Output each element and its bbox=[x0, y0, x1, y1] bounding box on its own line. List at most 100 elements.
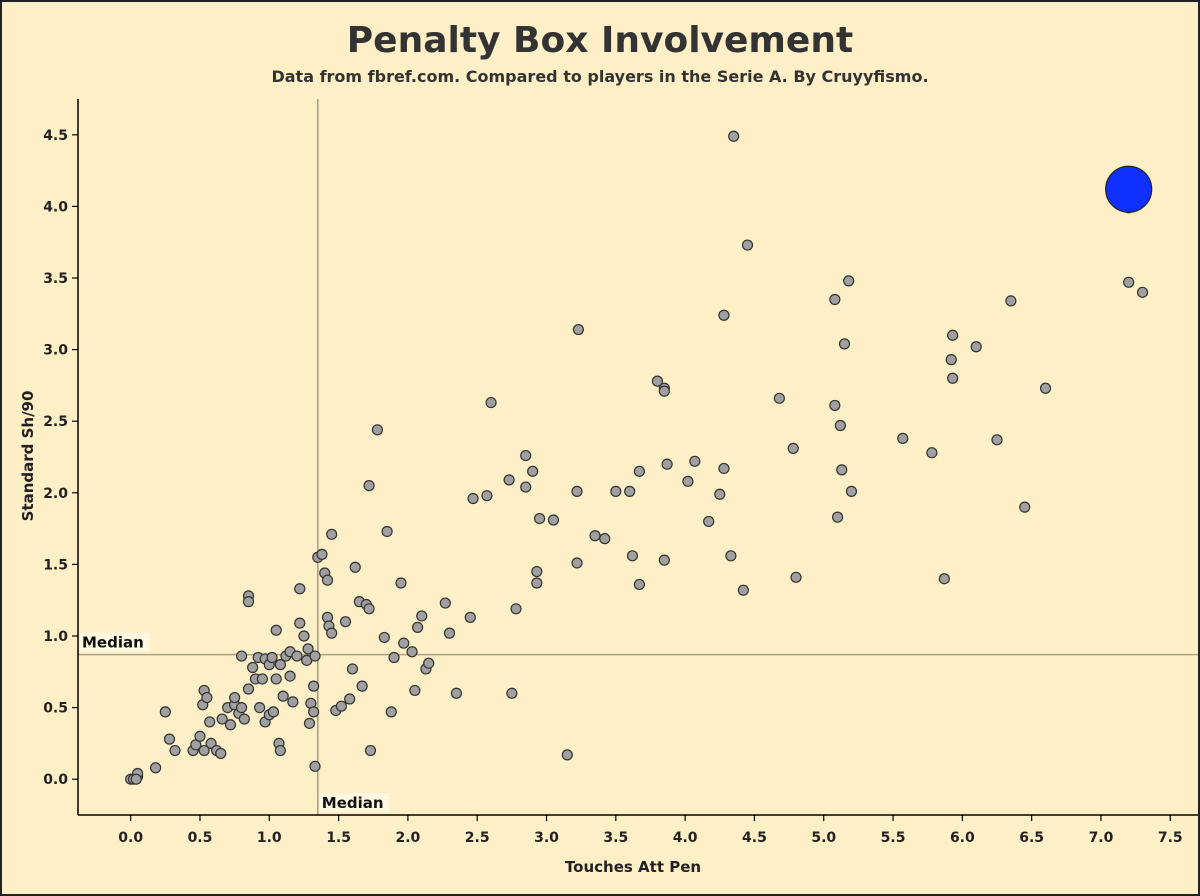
data-point bbox=[834, 419, 846, 432]
data-point bbox=[741, 239, 754, 251]
chart-title: Penalty Box Involvement bbox=[347, 20, 853, 61]
data-point bbox=[464, 611, 476, 623]
data-point bbox=[298, 630, 310, 642]
data-point bbox=[198, 744, 210, 757]
median-y-label-bg bbox=[80, 632, 150, 652]
data-point bbox=[897, 432, 909, 444]
x-tick-label: 0.0 bbox=[118, 830, 143, 846]
data-point bbox=[235, 650, 248, 662]
x-tick-label: 1.5 bbox=[326, 830, 351, 846]
data-point bbox=[790, 571, 802, 583]
y-axis-label: Standard Sh/90 bbox=[19, 391, 37, 522]
median-x-label: Median bbox=[322, 794, 384, 812]
x-tick-label: 2.5 bbox=[465, 830, 490, 846]
data-point bbox=[531, 577, 543, 589]
data-point bbox=[284, 670, 296, 682]
data-point bbox=[385, 706, 397, 718]
data-point bbox=[409, 684, 421, 697]
data-point bbox=[531, 565, 543, 578]
data-point bbox=[395, 577, 407, 589]
data-point bbox=[266, 651, 278, 664]
data-point bbox=[845, 485, 858, 497]
data-point bbox=[326, 528, 338, 540]
data-point bbox=[215, 747, 227, 760]
data-point bbox=[658, 385, 670, 397]
data-point bbox=[485, 396, 497, 409]
data-point bbox=[321, 574, 334, 586]
data-point bbox=[843, 275, 855, 287]
data-point bbox=[277, 690, 289, 702]
data-point bbox=[520, 481, 532, 493]
data-point bbox=[718, 462, 730, 475]
x-tick-label: 6.0 bbox=[950, 830, 975, 846]
data-point bbox=[201, 691, 213, 704]
data-point bbox=[412, 621, 424, 634]
data-point bbox=[443, 627, 456, 639]
data-point bbox=[467, 492, 479, 505]
data-point bbox=[589, 530, 601, 542]
data-point bbox=[945, 354, 957, 366]
data-point bbox=[308, 706, 320, 718]
data-point bbox=[599, 533, 611, 545]
data-point bbox=[363, 480, 375, 492]
data-point bbox=[346, 663, 359, 675]
data-point bbox=[256, 673, 268, 685]
x-tick-label: 1.0 bbox=[257, 830, 282, 846]
data-point bbox=[610, 485, 622, 497]
data-point bbox=[364, 744, 377, 757]
data-point bbox=[633, 465, 645, 477]
data-point bbox=[169, 744, 181, 757]
data-point bbox=[159, 706, 171, 718]
data-point bbox=[398, 637, 410, 649]
data-point bbox=[1019, 501, 1031, 513]
data-point bbox=[291, 650, 303, 662]
data-point bbox=[267, 706, 280, 718]
data-point bbox=[787, 442, 799, 455]
x-tick-label: 5.5 bbox=[881, 830, 906, 846]
data-point bbox=[344, 693, 356, 705]
data-point bbox=[339, 616, 352, 628]
data-point bbox=[510, 603, 522, 615]
data-point bbox=[527, 465, 539, 477]
x-tick-label: 2.0 bbox=[395, 830, 420, 846]
data-point bbox=[235, 701, 248, 714]
data-point bbox=[242, 683, 255, 695]
data-point bbox=[294, 583, 306, 595]
data-point bbox=[378, 631, 390, 644]
data-point bbox=[624, 485, 636, 497]
data-point bbox=[349, 561, 361, 573]
data-point bbox=[1123, 276, 1135, 288]
data-point bbox=[661, 458, 673, 470]
y-tick-label: 4.0 bbox=[43, 199, 68, 215]
x-tick-label: 4.5 bbox=[742, 830, 767, 846]
data-point bbox=[450, 687, 463, 699]
data-point bbox=[309, 760, 321, 772]
data-point bbox=[547, 514, 560, 526]
data-point bbox=[571, 485, 583, 497]
data-point bbox=[533, 512, 546, 525]
data-point bbox=[363, 603, 375, 615]
median-x-label-bg bbox=[319, 793, 390, 812]
data-point bbox=[308, 680, 320, 692]
data-point bbox=[1005, 295, 1017, 307]
x-tick-label: 3.5 bbox=[603, 830, 628, 846]
data-point bbox=[714, 488, 726, 500]
data-point bbox=[626, 550, 639, 562]
y-tick-label: 0.5 bbox=[43, 701, 68, 717]
x-tick-label: 0.5 bbox=[188, 830, 213, 846]
data-point bbox=[520, 449, 532, 462]
data-point bbox=[270, 673, 282, 685]
data-point bbox=[326, 627, 338, 639]
data-point bbox=[274, 659, 286, 671]
y-tick-label: 2.5 bbox=[43, 414, 68, 430]
data-point bbox=[658, 554, 670, 566]
data-point bbox=[970, 341, 982, 353]
data-point bbox=[309, 650, 321, 662]
data-point bbox=[991, 434, 1003, 446]
data-point bbox=[682, 475, 694, 487]
x-axis-label: Touches Att Pen bbox=[565, 858, 701, 876]
data-point bbox=[238, 713, 250, 725]
plot-area: 0.0 0.5 1.0 1.5 2.0 2.5 3.0 3.5 4.0 4.5 5.0 5.5 6.0 6… bbox=[43, 99, 1198, 846]
data-point bbox=[506, 687, 518, 699]
